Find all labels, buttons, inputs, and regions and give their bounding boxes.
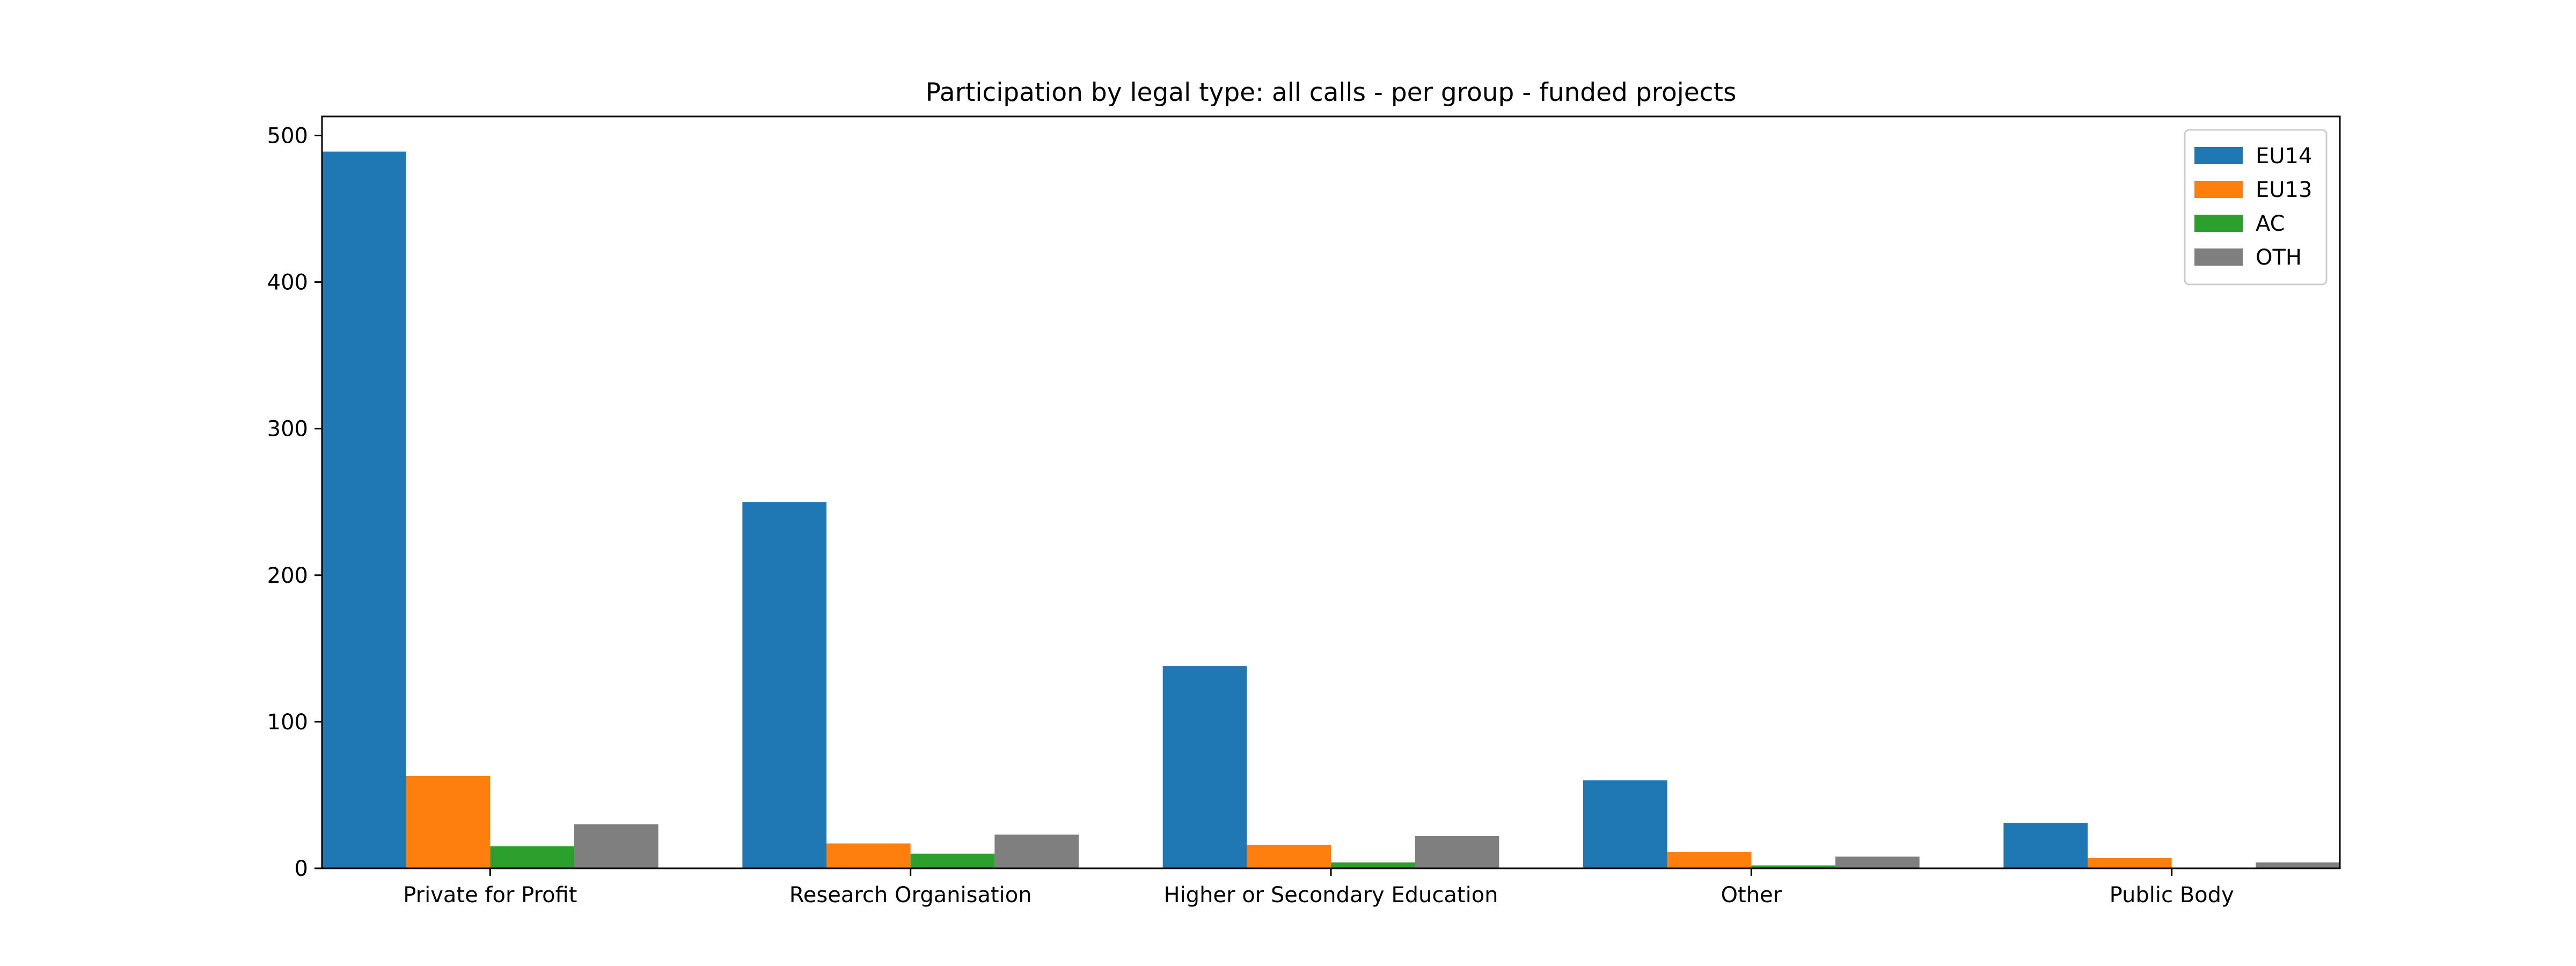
bar-eu14-public-body [2003,823,2088,868]
y-tick-label: 0 [295,857,308,881]
bar-ac-private-for-profit [490,846,574,868]
bar-eu14-higher-or-secondary-education [1162,666,1247,868]
bar-eu13-higher-or-secondary-education [1247,845,1331,868]
bar-eu13-public-body [2088,858,2172,868]
y-axis: 0 100 200 300 400 500 [267,124,322,881]
bars-layer [322,151,2340,869]
x-tick-label: Other [1721,883,1782,908]
x-tick-label: Research Organisation [789,883,1032,908]
legend-swatch-ac [2194,215,2243,232]
y-tick-label: 500 [267,124,308,149]
bar-eu13-other [1667,852,1752,868]
chart-title: Participation by legal type: all calls -… [926,78,1737,107]
bar-oth-private-for-profit [574,824,658,868]
legend-label-eu14: EU14 [2256,144,2312,169]
bar-eu14-other [1583,780,1667,868]
bar-eu14-research-organisation [742,502,826,868]
bar-ac-other [1751,865,1835,868]
bar-ac-research-organisation [910,853,995,868]
legend-swatch-oth [2194,248,2243,266]
y-tick-label: 300 [267,417,308,442]
bar-eu14-private-for-profit [322,151,406,869]
bar-oth-public-body [2256,862,2340,868]
bar-eu13-research-organisation [826,843,911,868]
legend: EU14 EU13 AC OTH [2184,129,2328,286]
legend-label-eu13: EU13 [2256,178,2312,202]
bar-oth-higher-or-secondary-education [1415,836,1499,868]
x-tick-label: Public Body [2110,883,2234,908]
legend-box [2184,129,2328,286]
legend-swatch-eu13 [2194,181,2243,198]
bar-eu13-private-for-profit [406,775,491,868]
x-tick-label: Private for Profit [403,883,577,908]
legend-label-oth: OTH [2256,245,2302,270]
y-tick-label: 200 [267,564,308,588]
bar-ac-higher-or-secondary-education [1331,862,1415,868]
legend-label-ac: AC [2256,211,2285,236]
bar-oth-research-organisation [994,835,1079,868]
axes-frame [321,115,2341,869]
x-tick-label: Higher or Secondary Education [1163,883,1498,908]
x-axis: Private for Profit Research Organisation H… [403,868,2234,908]
bar-oth-other [1835,857,1920,868]
legend-swatch-eu14 [2194,147,2243,164]
y-tick-label: 100 [267,710,308,735]
y-tick-label: 400 [267,270,308,295]
